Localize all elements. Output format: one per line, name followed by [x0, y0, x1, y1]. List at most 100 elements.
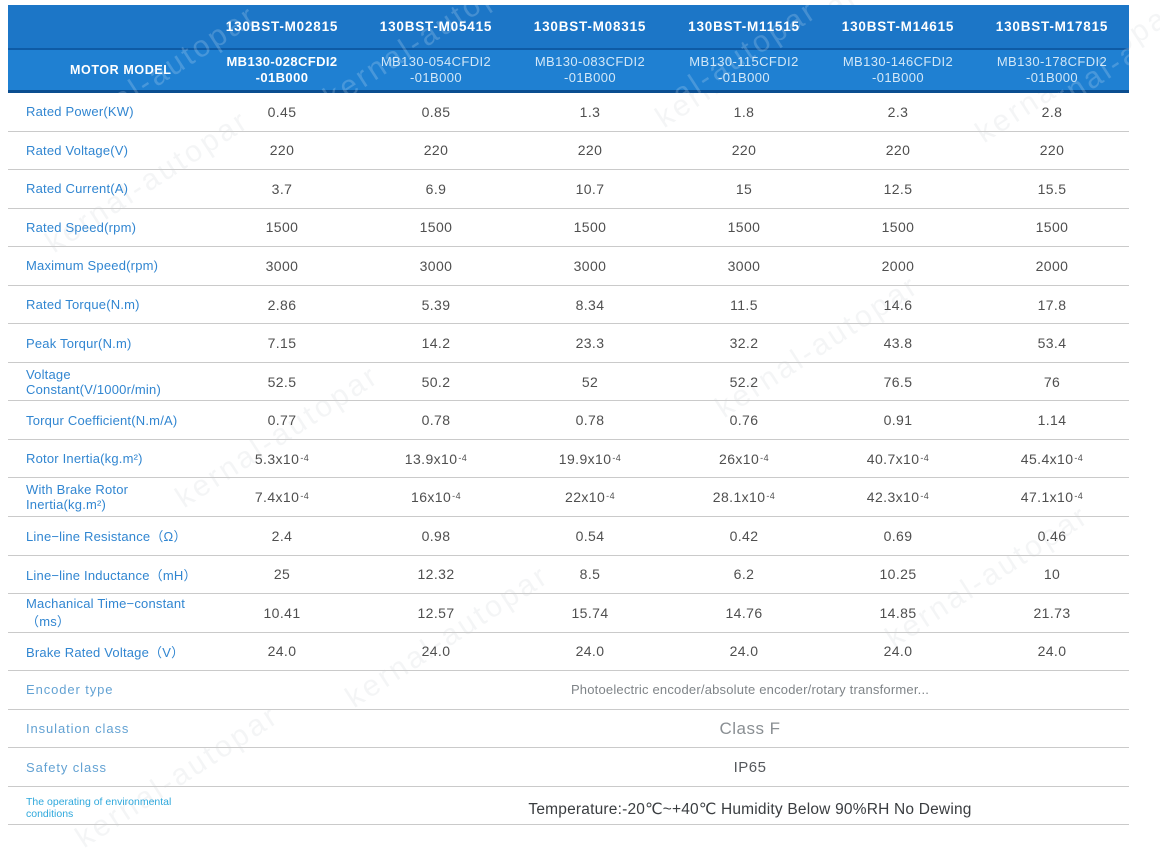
- sub-model-cell: MB130-146CFDI2 -01B000: [821, 50, 975, 90]
- spec-value: 0.46: [1037, 527, 1067, 544]
- row-label: Insulation class: [26, 721, 130, 737]
- spec-row: Peak Torqur(N.m) 7.15 14.2 23.3 32.2 43.8 53.4: [8, 324, 1129, 363]
- spec-value: 2.86: [267, 296, 297, 313]
- spec-value: 15.5: [1037, 180, 1067, 197]
- spec-value: 25: [273, 566, 291, 583]
- sub-model-text: MB130-146CFDI2 -01B000: [842, 54, 954, 85]
- spec-value: 5.39: [421, 296, 451, 313]
- spec-row: Line−line Inductance（mH） 25 12.32 8.5 6.2 10.…: [8, 556, 1129, 595]
- spec-value: 0.78: [575, 412, 605, 429]
- spec-value: 1500: [265, 219, 299, 236]
- spec-row: Rated Torque(N.m) 2.86 5.39 8.34 11.5 14.6 17.…: [8, 286, 1129, 325]
- sub-model-cell: MB130-083CFDI2 -01B000: [513, 50, 667, 90]
- spec-value: 5.3x10 -4: [254, 450, 310, 467]
- spec-value: 40.7x10 -4: [866, 450, 930, 467]
- row-label: Safety class: [26, 759, 107, 775]
- exponent: -4: [606, 491, 615, 502]
- spec-value: 2000: [1035, 257, 1069, 274]
- spec-value: 0.76: [729, 412, 759, 429]
- spec-value: 10.41: [263, 604, 301, 621]
- sub-model-row: MOTOR MODEL MB130-028CFDI2 -01B000 MB130-…: [8, 50, 1129, 93]
- model-name-cell: 130BST-M11515: [688, 19, 800, 34]
- row-label: Rated Speed(rpm): [26, 219, 137, 235]
- spec-value: 15.74: [571, 604, 609, 621]
- spec-value: 2.8: [1041, 103, 1063, 120]
- spec-value: 15: [735, 180, 753, 197]
- row-label: Encoder type: [26, 682, 114, 698]
- sub-model-text: MB130-083CFDI2 -01B000: [534, 54, 646, 85]
- spec-value: 1500: [727, 219, 761, 236]
- spec-value: 52.5: [267, 373, 297, 390]
- spec-value: 24.0: [421, 643, 451, 660]
- sub-model-cell: MB130-178CFDI2 -01B000: [975, 50, 1129, 90]
- spec-row: Voltage Constant(V/1000r/min) 52.5 50.2 52 5…: [8, 363, 1129, 402]
- spec-row: Rated Voltage(V) 220 220 220 220 220 220: [8, 132, 1129, 171]
- spec-value: 12.5: [883, 180, 913, 197]
- spec-value: 19.9x10 -4: [558, 450, 622, 467]
- spec-value: 1500: [573, 219, 607, 236]
- spec-value: 28.1x10 -4: [712, 489, 776, 506]
- spec-value: 11.5: [730, 296, 758, 313]
- spec-value: 52.2: [729, 373, 759, 390]
- spec-row: Machanical Time−constant（ms） 10.41 12.57 15…: [8, 594, 1129, 633]
- spec-row: Torqur Coefficient(N.m/A) 0.77 0.78 0.78 0.7…: [8, 401, 1129, 440]
- spec-value: 220: [731, 142, 757, 159]
- spec-value: 24.0: [883, 643, 913, 660]
- spec-value: 220: [885, 142, 911, 159]
- row-label: With Brake Rotor Inertia(kg.m²): [26, 482, 129, 513]
- row-label: Voltage Constant(V/1000r/min): [26, 366, 161, 397]
- spec-row: Brake Rated Voltage（V） 24.0 24.0 24.0 24.0 24…: [8, 633, 1129, 672]
- model-name-row: 130BST-M02815 130BST-M05415 130BST-M08315 1…: [8, 5, 1129, 50]
- spec-value: 24.0: [729, 643, 759, 660]
- table-header: 130BST-M02815 130BST-M05415 130BST-M08315 1…: [8, 5, 1129, 93]
- spec-value: 220: [423, 142, 449, 159]
- spec-row: Rated Speed(rpm) 1500 1500 1500 1500 1500 1500: [8, 209, 1129, 248]
- spec-value: 24.0: [267, 643, 297, 660]
- sub-model-text: MB130-028CFDI2 -01B000: [226, 54, 338, 85]
- spec-value: 24.0: [575, 643, 605, 660]
- spec-value: 0.45: [267, 103, 297, 120]
- spec-value: 3000: [265, 257, 299, 274]
- spec-value: 14.76: [725, 604, 763, 621]
- sub-model-text: MB130-115CFDI2 -01B000: [689, 54, 799, 85]
- spec-value: 0.85: [421, 103, 451, 120]
- spec-value: 76.5: [883, 373, 913, 390]
- exponent: -4: [452, 491, 461, 502]
- row-label: Rotor Inertia(kg.m²): [26, 451, 143, 467]
- spec-value: 12.57: [417, 604, 455, 621]
- exponent: -4: [458, 452, 468, 463]
- spec-row: Rated Current(A) 3.7 6.9 10.7 15 12.5 15.5: [8, 170, 1129, 209]
- spec-value: 8.34: [575, 296, 605, 313]
- spec-value: 0.42: [729, 527, 759, 544]
- spec-value: 43.8: [883, 335, 913, 352]
- merged-value: Temperature:-20℃~+40℃ Humidity Below 90%…: [528, 801, 972, 819]
- spec-value: 47.1x10 -4: [1020, 489, 1084, 506]
- spec-value: 7.15: [267, 335, 297, 352]
- spec-value: 220: [269, 142, 295, 159]
- sub-model-cell: MB130-054CFDI2 -01B000: [359, 50, 513, 90]
- spec-value: 3000: [573, 257, 607, 274]
- merged-value: Photoelectric encoder/absolute encoder/r…: [570, 682, 930, 698]
- table-body: Rated Power(KW) 0.45 0.85 1.3 1.8 2.3 2.8 Rated…: [8, 93, 1129, 826]
- spec-value: 2000: [881, 257, 915, 274]
- spec-value: 10.25: [879, 566, 917, 583]
- exponent: -4: [612, 452, 622, 463]
- spec-value: 220: [577, 142, 603, 159]
- spec-value: 8.5: [579, 566, 601, 583]
- row-label: Peak Torqur(N.m): [26, 335, 132, 351]
- spec-value: 10: [1043, 566, 1061, 583]
- model-name-cell: 130BST-M02815: [225, 19, 339, 34]
- spec-value: 76: [1043, 373, 1061, 390]
- header-spacer: [8, 5, 205, 48]
- model-name-cell: 130BST-M08315: [533, 19, 647, 34]
- spec-value: 1.3: [579, 103, 601, 120]
- spec-value: 3.7: [271, 180, 293, 197]
- exponent: -4: [766, 491, 776, 502]
- model-name-cell: 130BST-M17815: [995, 19, 1109, 34]
- exponent: -4: [760, 452, 769, 463]
- row-label: Rated Torque(N.m): [26, 297, 140, 312]
- motor-model-label: MOTOR MODEL: [70, 63, 172, 77]
- spec-value: 1500: [1035, 219, 1069, 236]
- spec-row: With Brake Rotor Inertia(kg.m²) 7.4x10 -4 1…: [8, 478, 1129, 518]
- spec-value: 1.14: [1037, 412, 1067, 429]
